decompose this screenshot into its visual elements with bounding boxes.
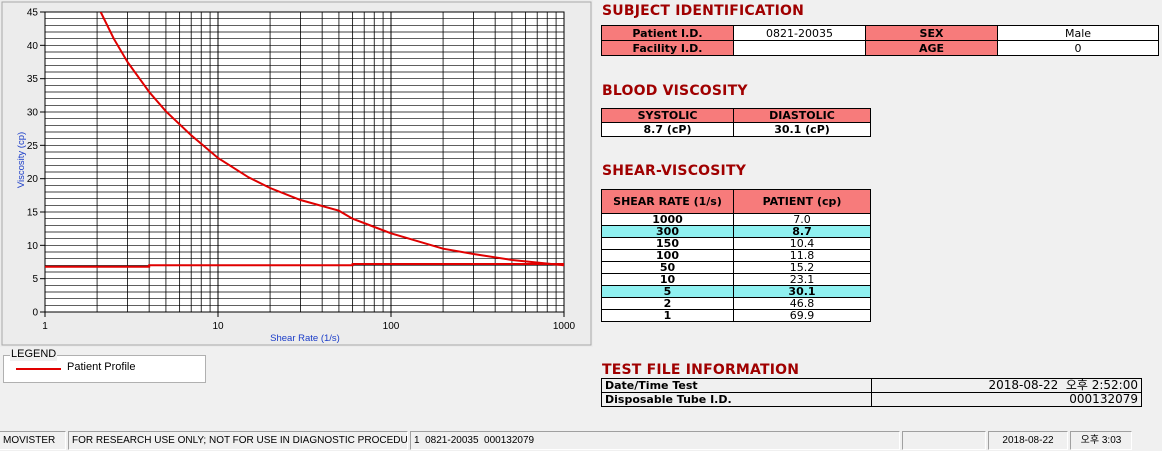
patient-cp-cell: 30.1	[733, 285, 871, 298]
systolic-label: SYSTOLIC	[601, 108, 734, 123]
x-tick-label: 10	[212, 321, 224, 332]
series-line-1	[45, 263, 564, 268]
shear-rate-cell: 100	[601, 249, 734, 262]
age-value: 0	[997, 40, 1159, 56]
legend-line-swatch	[16, 368, 61, 370]
patient-cp-cell: 10.4	[733, 237, 871, 250]
shear-rate-cell: 5	[601, 285, 734, 298]
status-time: 오후 3:03	[1070, 431, 1132, 450]
legend-label: Patient Profile	[67, 361, 136, 373]
shear-row: 1 69.9	[601, 309, 871, 322]
shear-rate-cell: 300	[601, 225, 734, 238]
y-tick-label: 15	[27, 208, 39, 219]
age-label: AGE	[865, 40, 998, 56]
patient-cp-cell: 69.9	[733, 309, 871, 322]
patient-cp-cell: 8.7	[733, 225, 871, 238]
legend-title: LEGEND	[10, 348, 58, 361]
facility-id-label: Facility I.D.	[601, 40, 734, 56]
patient-cp-cell: 7.0	[733, 213, 871, 226]
shear-row: 50 15.2	[601, 261, 871, 274]
test-file-info-title: TEST FILE INFORMATION	[602, 362, 800, 378]
systolic-value: 8.7 (cP)	[601, 122, 734, 137]
blood-viscosity-title: BLOOD VISCOSITY	[602, 83, 748, 99]
legend-box: LEGEND Patient Profile	[3, 348, 206, 383]
status-app-name: MOVISTER	[0, 431, 66, 450]
shear-row: 5 30.1	[601, 285, 871, 298]
patient-cp-cell: 15.2	[733, 261, 871, 274]
subject-table: Patient I.D. 0821-20035 SEX Male Facilit…	[601, 25, 1159, 56]
patient-cp-cell: 46.8	[733, 297, 871, 310]
plot-area	[44, 11, 565, 313]
x-axis-label: Shear Rate (1/s)	[270, 333, 340, 344]
datetime-value: 2018-08-22 오후 2:52:00	[871, 378, 1142, 393]
shear-row: 2 46.8	[601, 297, 871, 310]
tube-id-label: Disposable Tube I.D.	[601, 392, 872, 407]
shear-viscosity-table: SHEAR RATE (1/s) PATIENT (cp) 1000 7.0 300…	[601, 189, 871, 322]
blood-viscosity-table: SYSTOLIC DIASTOLIC 8.7 (cP) 30.1 (cP)	[601, 108, 871, 137]
y-tick-label: 30	[27, 108, 39, 119]
shear-viscosity-title: SHEAR-VISCOSITY	[602, 163, 747, 179]
shear-rate-cell: 1000	[601, 213, 734, 226]
series-line-0	[99, 12, 564, 267]
status-blank	[902, 431, 986, 450]
shear-rate-cell: 1	[601, 309, 734, 322]
diastolic-label: DIASTOLIC	[733, 108, 871, 123]
y-tick-label: 25	[27, 141, 39, 152]
patient-cp-cell: 23.1	[733, 273, 871, 286]
y-tick-label: 35	[27, 74, 39, 85]
shear-row: 10 23.1	[601, 273, 871, 286]
y-tick-label: 0	[32, 308, 38, 319]
shear-row: 150 10.4	[601, 237, 871, 250]
viscosity-chart: 0 5 10 15 20 25 30 35 40 45 1 10 100 1000 Shear Rate …	[1, 1, 592, 346]
shear-rate-cell: 2	[601, 297, 734, 310]
status-date: 2018-08-22	[988, 431, 1068, 450]
test-file-info-table: Date/Time Test 2018-08-22 오후 2:52:00 Dis…	[601, 378, 1142, 407]
sex-label: SEX	[865, 25, 998, 41]
patient-id-label: Patient I.D.	[601, 25, 734, 41]
diastolic-value: 30.1 (cP)	[733, 122, 871, 137]
shear-row: 100 11.8	[601, 249, 871, 262]
y-tick-label: 20	[27, 174, 39, 185]
status-bar: MOVISTER FOR RESEARCH USE ONLY; NOT FOR …	[0, 429, 1162, 451]
x-tick-label: 100	[383, 321, 400, 332]
shear-rate-header: SHEAR RATE (1/s)	[601, 189, 734, 214]
viscosity-chart-panel: 0 5 10 15 20 25 30 35 40 45 1 10 100 1000 Shear Rate …	[0, 0, 593, 347]
shear-rate-cell: 50	[601, 261, 734, 274]
facility-id-value	[733, 40, 866, 56]
shear-row: 1000 7.0	[601, 213, 871, 226]
y-tick-label: 40	[27, 41, 39, 52]
shear-rate-cell: 10	[601, 273, 734, 286]
datetime-label: Date/Time Test	[601, 378, 872, 393]
y-tick-label: 10	[27, 241, 39, 252]
status-notice: FOR RESEARCH USE ONLY; NOT FOR USE IN DI…	[68, 431, 408, 450]
shear-row: 300 8.7	[601, 225, 871, 238]
sex-value: Male	[997, 25, 1159, 41]
y-tick-label: 45	[27, 8, 39, 19]
status-file-info: 1 0821-20035 000132079	[410, 431, 900, 450]
y-tick-label: 5	[32, 274, 38, 285]
shear-rate-cell: 150	[601, 237, 734, 250]
x-tick-label: 1000	[553, 321, 576, 332]
patient-cp-cell: 11.8	[733, 249, 871, 262]
subject-identification-title: SUBJECT IDENTIFICATION	[602, 3, 805, 19]
tube-id-value: 000132079	[871, 392, 1142, 407]
y-axis-label: Viscosity (cp)	[16, 132, 27, 188]
x-tick-label: 1	[42, 321, 48, 332]
patient-cp-header: PATIENT (cp)	[733, 189, 871, 214]
patient-id-value: 0821-20035	[733, 25, 866, 41]
